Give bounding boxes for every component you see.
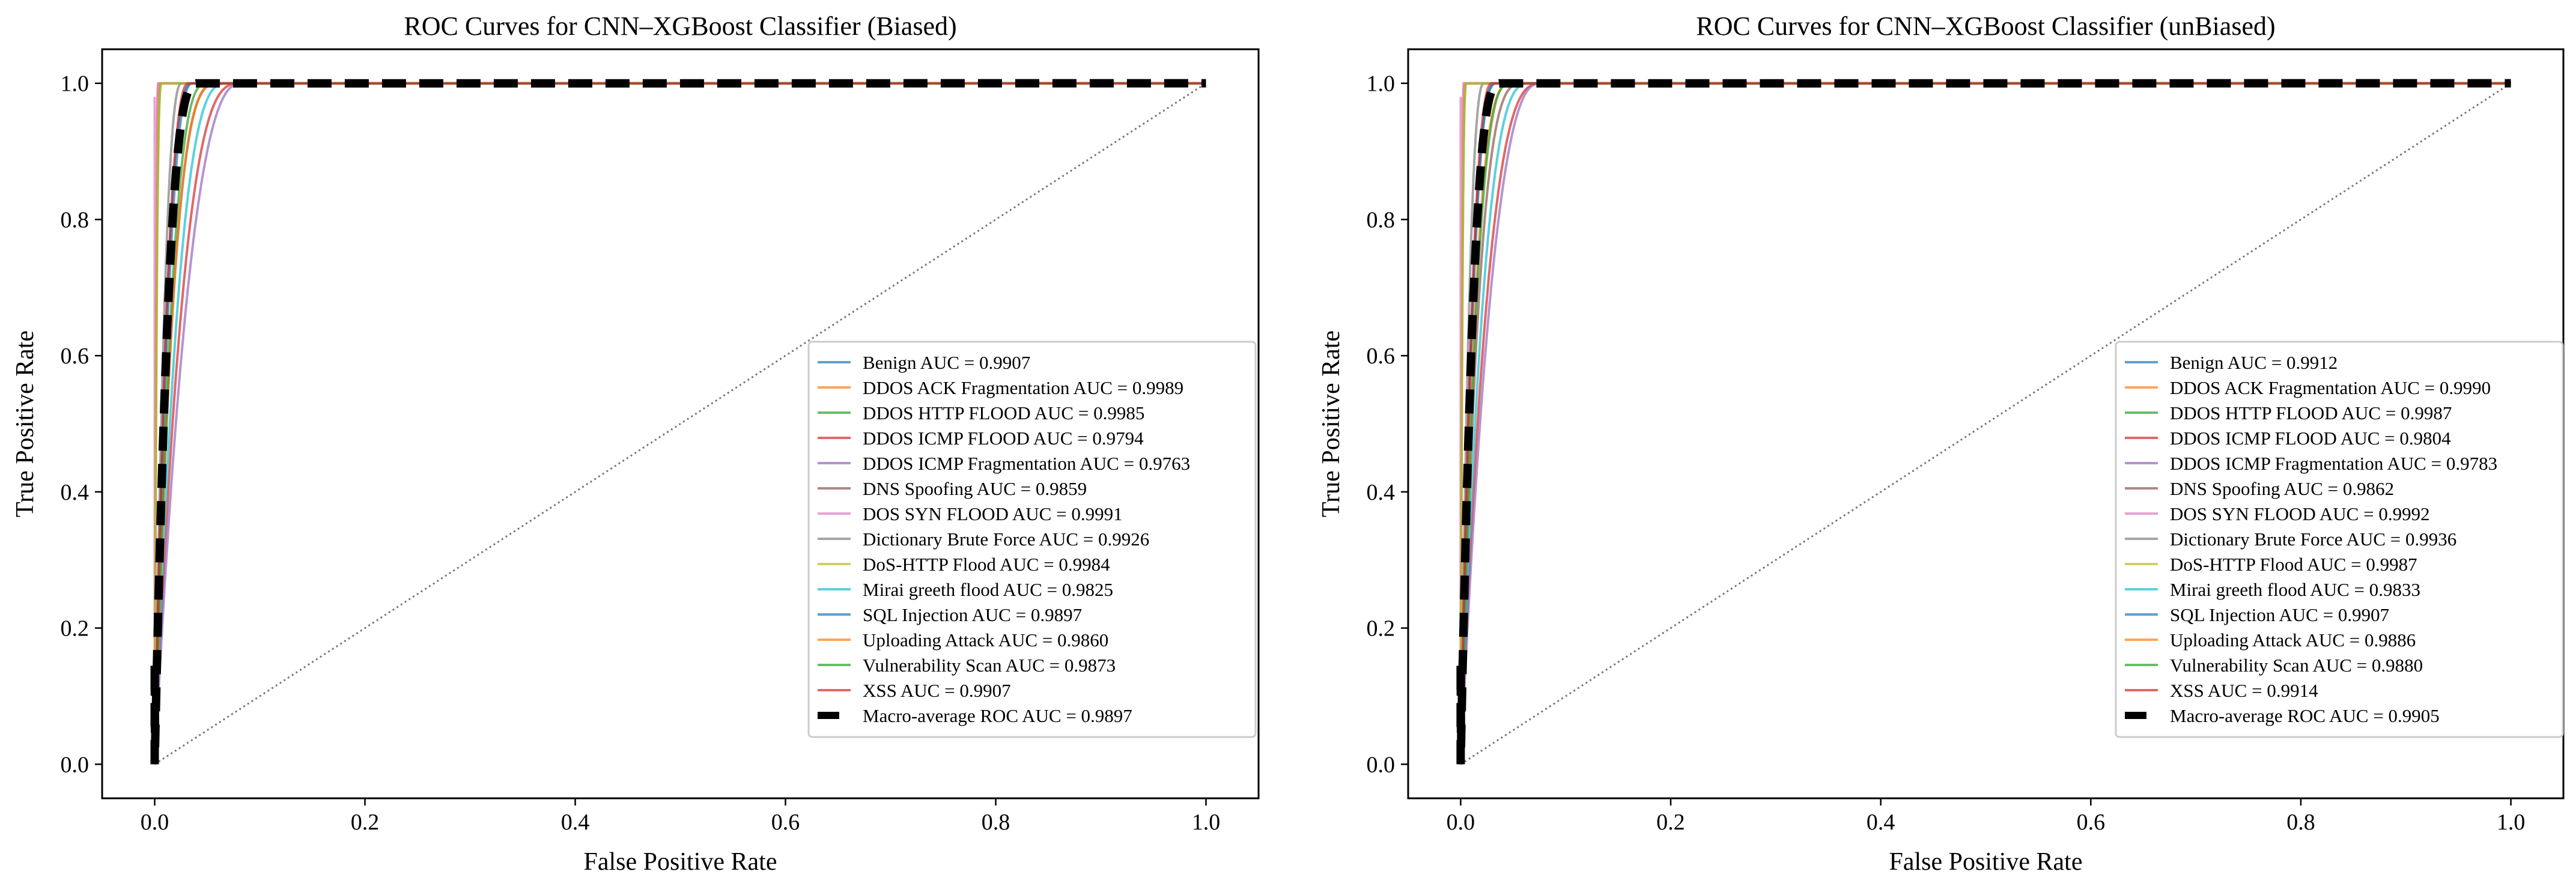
legend-entry: Benign AUC = 0.9907 (863, 352, 1030, 373)
roc-curve (153, 82, 1206, 765)
y-tick-label: 0.4 (61, 480, 90, 505)
legend-entry: Vulnerability Scan AUC = 0.9880 (2170, 655, 2423, 676)
chart-title: ROC Curves for CNN–XGBoost Classifier (B… (404, 11, 956, 41)
legend-entry: XSS AUC = 0.9914 (2170, 680, 2318, 701)
y-tick-label: 0.2 (1367, 616, 1396, 642)
y-tick-label: 0.6 (61, 344, 90, 369)
x-tick-label: 1.0 (2497, 810, 2526, 835)
legend-entry: DoS-HTTP Flood AUC = 0.9987 (2170, 554, 2417, 575)
legend-entry: DDOS ICMP FLOOD AUC = 0.9804 (2170, 428, 2451, 449)
chart-title: ROC Curves for CNN–XGBoost Classifier (u… (1696, 11, 2275, 41)
roc-curve (1459, 82, 2511, 765)
legend-entry: Macro-average ROC AUC = 0.9905 (2170, 705, 2440, 726)
legend-entry: Uploading Attack AUC = 0.9886 (2170, 630, 2416, 651)
chance-diagonal-line (154, 82, 1207, 765)
roc-curve (1459, 82, 2511, 765)
y-tick-label: 0.8 (61, 207, 90, 232)
legend-entry: Vulnerability Scan AUC = 0.9873 (863, 655, 1116, 676)
legend-entry: SQL Injection AUC = 0.9897 (863, 604, 1082, 625)
x-tick-label: 0.8 (2286, 810, 2315, 835)
y-tick-label: 0.6 (1367, 344, 1396, 369)
y-tick-label: 1.0 (61, 71, 90, 97)
legend-entry: Mirai greeth flood AUC = 0.9833 (2170, 579, 2420, 600)
x-tick-label: 1.0 (1192, 810, 1221, 835)
roc-curve (153, 82, 1206, 765)
x-tick-label: 0.6 (771, 810, 800, 835)
legend-entry: DDOS ACK Fragmentation AUC = 0.9989 (863, 377, 1183, 398)
x-axis-label: False Positive Rate (584, 848, 777, 876)
legend-entry: DNS Spoofing AUC = 0.9859 (863, 478, 1087, 499)
legend-entry: Macro-average ROC AUC = 0.9897 (863, 705, 1132, 726)
x-tick-label: 0.0 (141, 810, 169, 835)
legend-entry: Mirai greeth flood AUC = 0.9825 (863, 579, 1113, 600)
x-tick-label: 0.0 (1447, 810, 1475, 835)
y-tick-label: 0.2 (61, 616, 90, 642)
macro-average-roc-curve (1456, 79, 2511, 765)
y-axis-label: True Positive Rate (1317, 330, 1345, 517)
x-tick-label: 0.8 (982, 810, 1010, 835)
x-axis-label: False Positive Rate (1889, 848, 2083, 876)
legend-entry: DOS SYN FLOOD AUC = 0.9992 (2170, 503, 2430, 524)
x-tick-label: 0.4 (1867, 810, 1895, 835)
legend-entry: Benign AUC = 0.9912 (2170, 352, 2338, 373)
legend-entry: DOS SYN FLOOD AUC = 0.9991 (863, 503, 1123, 524)
legend-entry: DDOS HTTP FLOOD AUC = 0.9987 (2170, 402, 2452, 423)
y-tick-label: 0.0 (61, 752, 90, 777)
chance-diagonal-line (1460, 82, 2512, 765)
legend-entry: DNS Spoofing AUC = 0.9862 (2170, 478, 2394, 499)
legend-entry: Dictionary Brute Force AUC = 0.9936 (2170, 529, 2456, 550)
plot-area (1456, 79, 2512, 765)
y-axis-label: True Positive Rate (11, 330, 39, 517)
plot-area (150, 79, 1207, 765)
roc-panel-1: ROC Curves for CNN–XGBoost Classifier (B… (11, 11, 1260, 876)
legend-entry: Dictionary Brute Force AUC = 0.9926 (863, 529, 1149, 550)
y-tick-label: 0.4 (1367, 480, 1396, 505)
legend-entry: DDOS HTTP FLOOD AUC = 0.9985 (863, 402, 1144, 423)
legend-entry: DoS-HTTP Flood AUC = 0.9984 (863, 554, 1110, 575)
legend-entry: DDOS ICMP Fragmentation AUC = 0.9763 (863, 453, 1190, 474)
legend-box (2115, 341, 2564, 738)
legend: Benign AUC = 0.9912 DDOS ACK Fragmentatio… (2115, 341, 2564, 738)
roc-curve (153, 82, 1206, 765)
legend-entry: XSS AUC = 0.9907 (863, 680, 1011, 701)
x-tick-label: 0.6 (2077, 810, 2106, 835)
legend: Benign AUC = 0.9907 DDOS ACK Fragmentatio… (807, 341, 1257, 738)
x-tick-label: 0.2 (1656, 810, 1685, 835)
legend-box (807, 341, 1257, 738)
roc-panel-2: ROC Curves for CNN–XGBoost Classifier (u… (1317, 11, 2565, 876)
legend-entry: Uploading Attack AUC = 0.9860 (863, 630, 1108, 651)
axes-frame (101, 48, 1260, 799)
y-tick-label: 0.0 (1367, 752, 1396, 777)
legend-entry: DDOS ICMP FLOOD AUC = 0.9794 (863, 428, 1144, 449)
y-tick-label: 1.0 (1367, 71, 1396, 97)
macro-average-roc-curve (150, 79, 1206, 765)
x-tick-label: 0.2 (351, 810, 380, 835)
y-tick-label: 0.8 (1367, 207, 1396, 232)
legend-entry: DDOS ICMP Fragmentation AUC = 0.9783 (2170, 453, 2497, 474)
legend-entry: SQL Injection AUC = 0.9907 (2170, 604, 2389, 625)
x-tick-label: 0.4 (561, 810, 590, 835)
legend-entry: DDOS ACK Fragmentation AUC = 0.9990 (2170, 377, 2491, 398)
